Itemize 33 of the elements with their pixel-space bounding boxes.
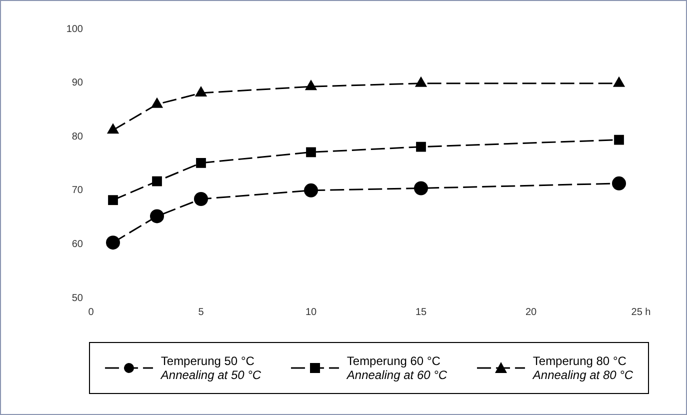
legend-label: Temperung 60 °C Annealing at 60 °C xyxy=(346,354,448,382)
point xyxy=(196,158,206,168)
point xyxy=(194,192,208,206)
point xyxy=(106,236,120,250)
point xyxy=(152,176,162,186)
x-tick-label: 25 h xyxy=(631,306,651,318)
point xyxy=(612,176,626,190)
x-tick-label: 0 xyxy=(88,306,94,318)
legend-label: Temperung 50 °C Annealing at 50 °C xyxy=(160,354,262,382)
point xyxy=(416,142,426,152)
point xyxy=(306,147,316,158)
y-tick-label: 60 xyxy=(72,238,84,250)
point xyxy=(414,76,428,87)
y-tick-label: 80 xyxy=(72,131,84,142)
point xyxy=(150,97,164,108)
point xyxy=(194,86,208,97)
point xyxy=(106,123,120,134)
x-tick-label: 20 xyxy=(525,306,537,318)
y-tick-label: 90 xyxy=(72,78,84,89)
point xyxy=(304,80,318,90)
point xyxy=(612,76,626,87)
x-tick-label: 5 xyxy=(198,306,204,318)
legend-label: Temperung 80 °C Annealing at 80 °C xyxy=(532,354,634,382)
x-tick-label: 15 xyxy=(415,306,427,318)
y-tick-label: 50 xyxy=(72,292,84,304)
point xyxy=(414,181,428,196)
y-tick-label: 70 xyxy=(72,185,84,196)
point xyxy=(108,195,118,206)
point xyxy=(614,134,624,145)
point xyxy=(304,183,318,198)
x-tick-label: 10 xyxy=(305,306,317,318)
point xyxy=(150,209,164,224)
y-tick-label: 100 xyxy=(66,24,84,35)
